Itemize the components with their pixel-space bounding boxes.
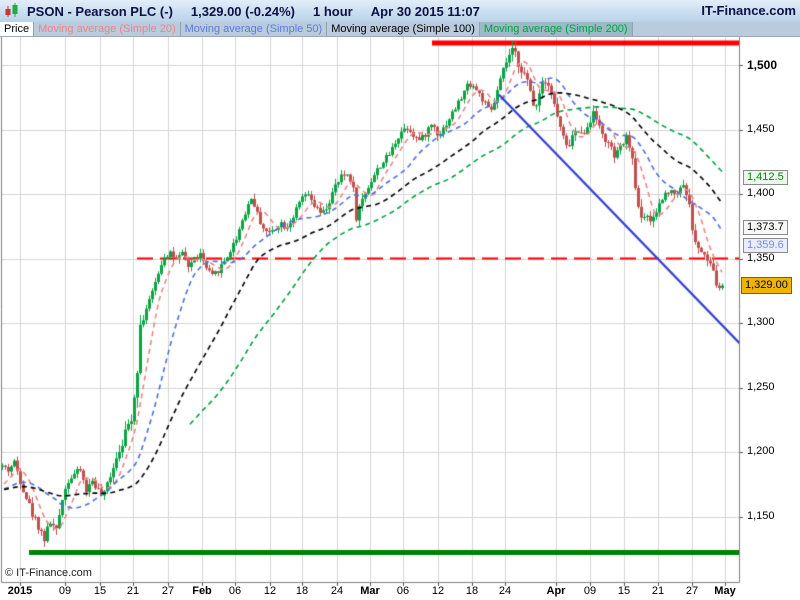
x-axis-label: 09	[583, 585, 597, 597]
x-axis-label: 15	[617, 585, 631, 597]
brand-logo: IT-Finance.com	[701, 3, 796, 18]
y-axis-label: 1,450	[747, 122, 775, 135]
tab-moving-average-simple-200-[interactable]: Moving average (Simple 200)	[479, 22, 633, 36]
ma200-price-tag: 1,412.5	[743, 169, 788, 185]
y-axis-label: 1,200	[747, 445, 775, 457]
copyright-watermark: © IT-Finance.com	[5, 567, 92, 579]
x-axis-label: 18	[295, 585, 309, 597]
ma50-price-tag: 1,359.6	[743, 238, 788, 254]
x-axis-label: 18	[465, 585, 479, 597]
x-axis-label: 27	[685, 585, 699, 597]
price-change: 1,329.00 (-0.24%)	[190, 3, 295, 19]
y-axis-label: 1,350	[747, 251, 775, 264]
x-axis-label: 21	[651, 585, 665, 597]
y-axis-label: 1,150	[747, 509, 775, 522]
datetime: Apr 30 2015 11:07	[370, 3, 480, 19]
indicator-tab-bar: Price Moving average (Simple 20) Moving av…	[0, 22, 800, 37]
tab-moving-average-simple-100-[interactable]: Moving average (Simple 100)	[327, 22, 480, 36]
instrument-title: PSON - Pearson PLC (-)	[27, 3, 173, 19]
x-axis-label: 12	[431, 585, 445, 597]
x-axis-label: 21	[126, 585, 140, 597]
x-axis-label: 24	[330, 585, 344, 597]
x-axis-label: 2015	[7, 585, 33, 597]
x-axis-label: 12	[263, 585, 277, 597]
x-axis-label: 24	[498, 585, 512, 597]
y-axis-label: 1,250	[747, 380, 775, 393]
x-axis-label: 27	[161, 585, 175, 597]
timeframe: 1 hour	[313, 3, 353, 19]
y-axis-label: 1,500	[747, 58, 778, 72]
x-axis-label: May	[714, 585, 736, 597]
x-axis-label: Mar	[360, 585, 380, 597]
x-axis-label: 09	[58, 585, 72, 597]
x-axis-label: 06	[228, 585, 242, 597]
tab-moving-average-simple-50-[interactable]: Moving average (Simple 50)	[180, 22, 328, 36]
x-axis-label: 15	[93, 585, 107, 597]
tab-moving-average-simple-20-[interactable]: Moving average (Simple 20)	[34, 22, 181, 36]
tab-price[interactable]: Price	[0, 22, 35, 36]
last-price-tag: 1,329.00	[741, 276, 792, 294]
ma100-price-tag: 1,373.7	[743, 219, 788, 235]
y-axis-label: 1,400	[747, 187, 775, 199]
y-axis-label: 1,300	[747, 316, 775, 328]
x-axis-label: 06	[396, 585, 410, 597]
candlestick-icon	[5, 3, 18, 17]
x-axis-label: Feb	[192, 585, 212, 597]
x-axis-label: Apr	[546, 585, 566, 597]
title-bar: PSON - Pearson PLC (-) 1,329.00 (-0.24%)…	[0, 0, 800, 22]
